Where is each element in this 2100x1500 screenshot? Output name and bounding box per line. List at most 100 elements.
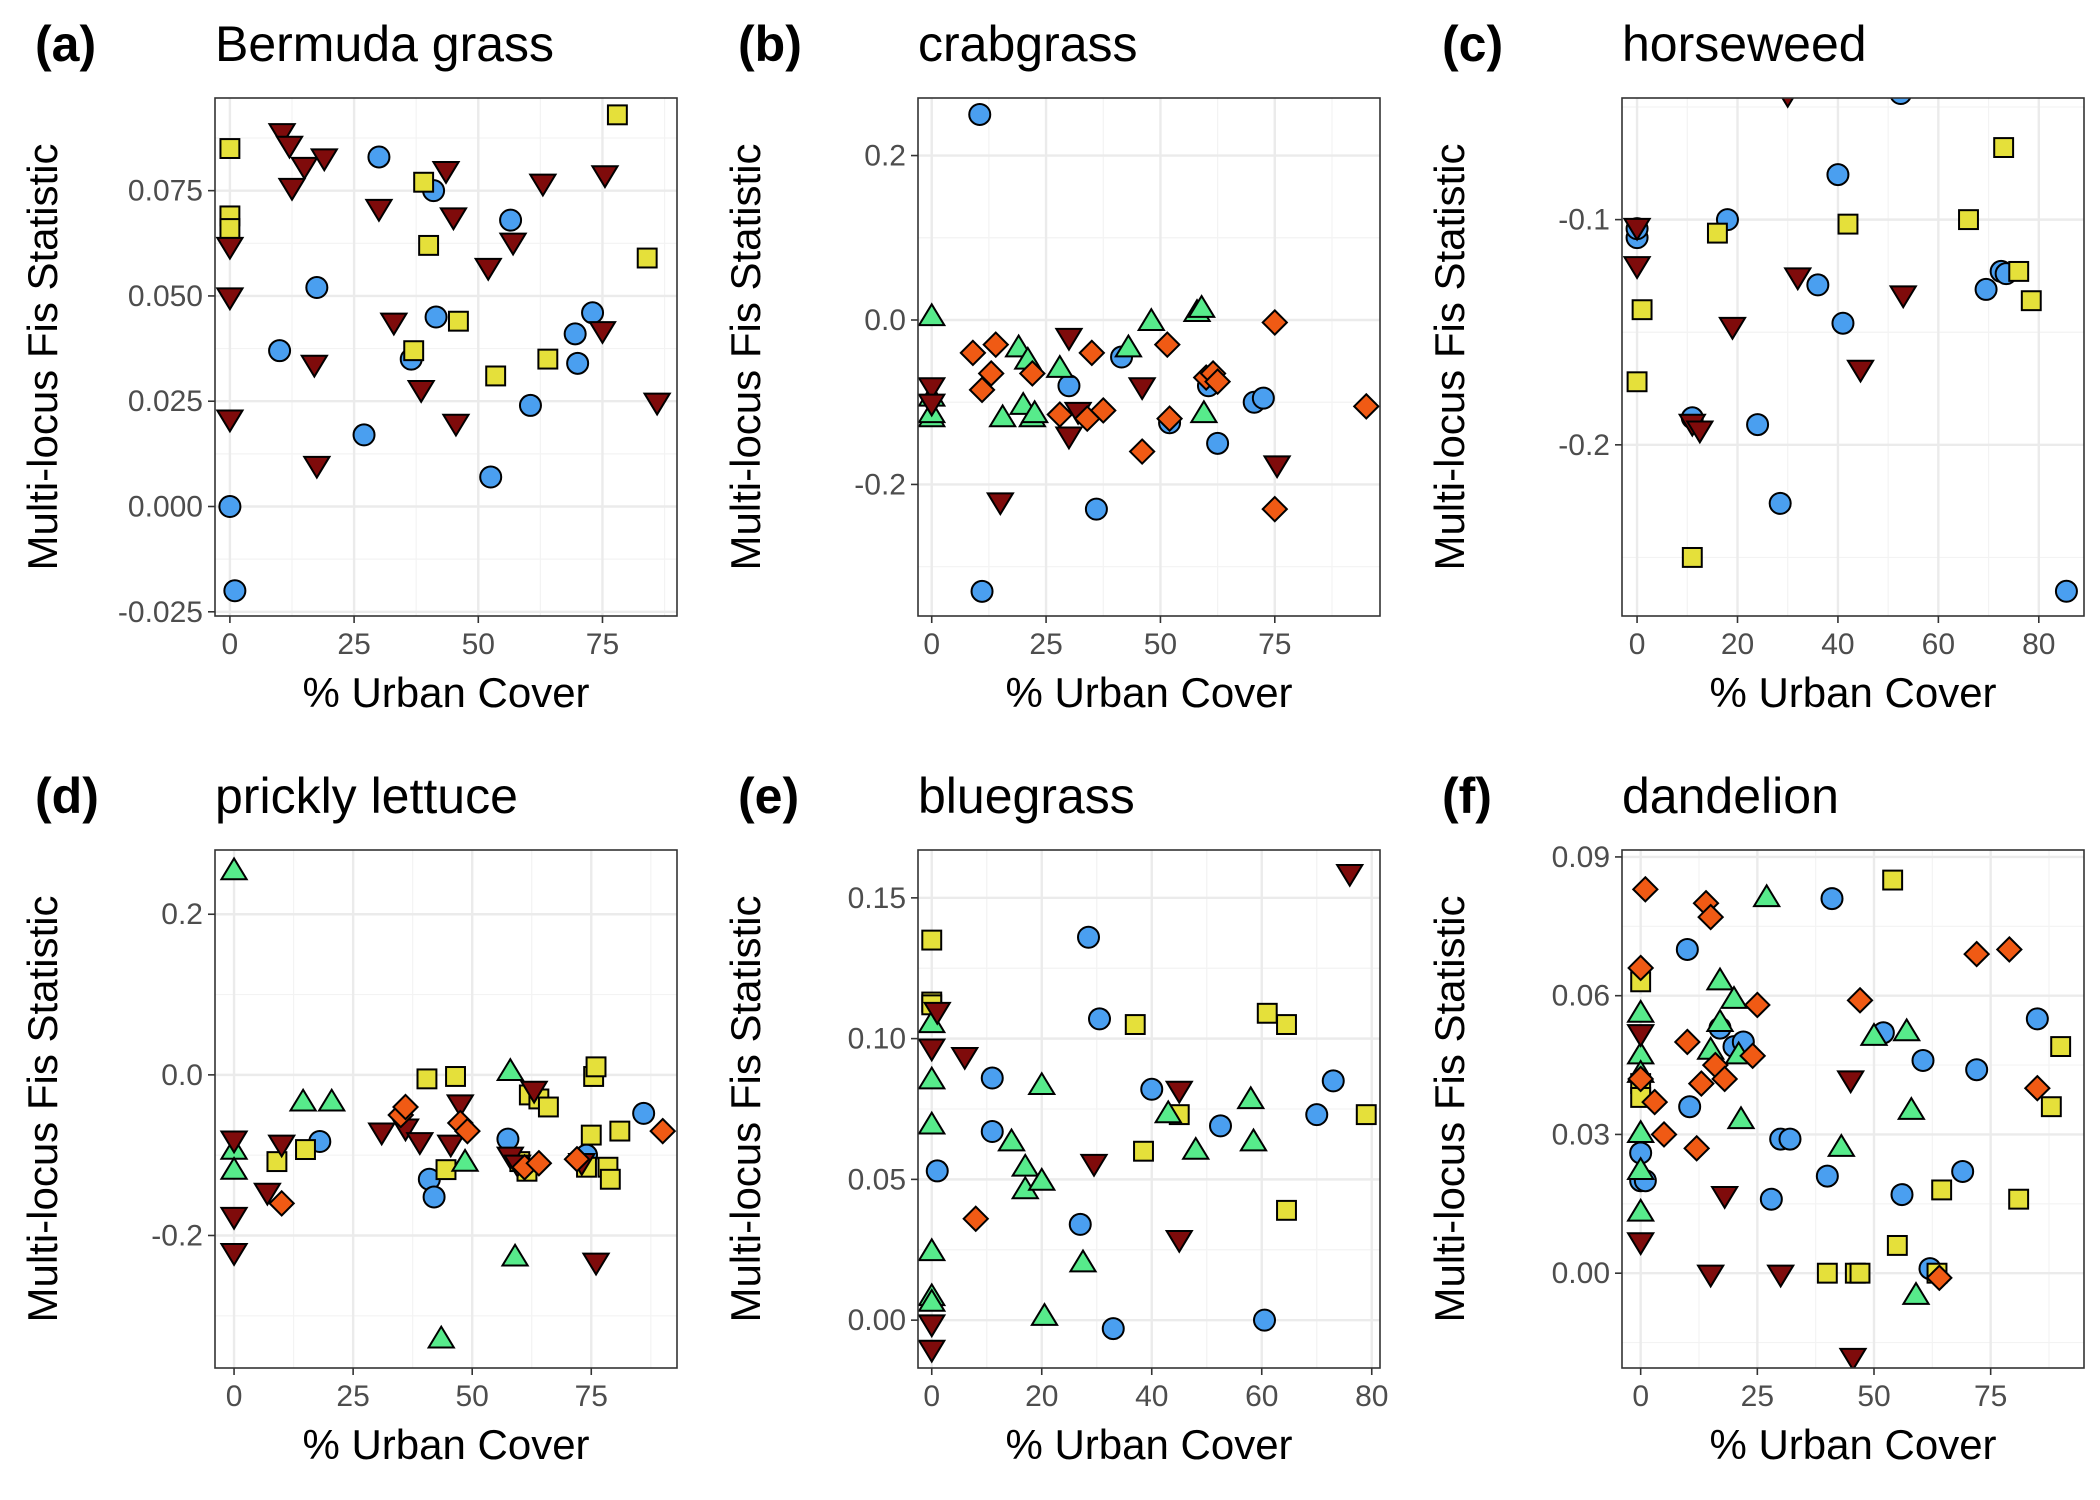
data-point-up-triangle [988, 403, 1017, 428]
data-point-square [1837, 213, 1859, 235]
plot-background [215, 850, 677, 1368]
plot-area [918, 850, 1380, 1368]
data-point-up-triangle [219, 856, 249, 881]
data-point-up-triangle [1136, 307, 1166, 332]
data-point-square [2040, 1096, 2062, 1118]
data-point-circle [1140, 1077, 1164, 1101]
data-point-diamond [1156, 405, 1184, 433]
data-point-diamond [1711, 1065, 1739, 1093]
data-point-up-triangle [918, 302, 947, 327]
data-point-up-triangle [1896, 1096, 1926, 1120]
panel-title: Bermuda grass [215, 16, 554, 72]
y-tick-label: -0.2 [1558, 429, 1610, 462]
data-point-circle [563, 322, 587, 346]
data-point-diamond [1627, 954, 1655, 982]
plot-area [215, 850, 677, 1368]
data-point-up-triangle [317, 1087, 347, 1112]
data-point-diamond [525, 1149, 553, 1177]
x-tick-label: 0 [923, 628, 940, 661]
data-point-circle [1084, 497, 1108, 521]
data-point-up-triangle [1626, 1119, 1656, 1143]
data-point-square [609, 1120, 631, 1142]
data-point-square [2008, 1188, 2030, 1210]
data-point-down-triangle [367, 1122, 397, 1147]
data-point-down-triangle [1054, 327, 1084, 352]
data-point-diamond [1650, 1120, 1678, 1148]
x-tick-label: 75 [1258, 628, 1291, 661]
data-point-down-triangle [918, 1314, 947, 1339]
data-point-up-triangle [1626, 999, 1656, 1023]
data-point-down-triangle [985, 492, 1015, 517]
data-point-down-triangle [950, 1046, 980, 1071]
y-tick-label: 0.15 [848, 882, 906, 915]
data-point-circle [1965, 1058, 1989, 1082]
data-point-up-triangle [1705, 1008, 1735, 1032]
data-point-diamond [1078, 339, 1106, 367]
data-point-square [447, 310, 469, 332]
data-point-down-triangle [473, 257, 503, 282]
data-point-circle [1209, 1114, 1232, 1138]
data-point-down-triangle [1696, 1264, 1726, 1289]
data-point-down-triangle [405, 1132, 435, 1156]
data-point-circle [1101, 1317, 1125, 1341]
data-point-diamond [977, 359, 1005, 387]
panel-letter: (b) [738, 16, 802, 72]
data-point-circle [1068, 1212, 1092, 1236]
data-point-circle [479, 465, 503, 489]
plot-background [918, 98, 1380, 616]
data-point-diamond [1089, 396, 1117, 424]
data-point-circle [1678, 1095, 1702, 1119]
data-point-square [606, 104, 628, 126]
data-point-down-triangle [445, 1094, 475, 1119]
panel-b: 0 25 50 75 -0.2 0.0 0.2 % Urban Cover Multi-locu… [722, 16, 1381, 716]
panel-c: 0 20 40 60 80 -0.2 -0.1 % Urban Cover Multi-locu… [1426, 16, 2085, 716]
y-axis-title: Multi-locus Fis Statistic [1426, 895, 1473, 1322]
data-point-diamond [982, 331, 1010, 359]
data-point-square [1133, 1140, 1154, 1162]
data-point-circle [925, 1159, 949, 1183]
data-point-circle [1831, 311, 1855, 335]
data-point-up-triangle [1020, 399, 1050, 424]
x-tick-label: 20 [1025, 1380, 1058, 1413]
data-point-circle [1321, 1069, 1345, 1093]
data-point-up-triangle [1626, 1156, 1656, 1180]
plot-border [1621, 97, 2085, 617]
y-tick-label: 0.00 [1552, 1257, 1610, 1290]
data-point-down-triangle [219, 1130, 249, 1155]
x-tick-label: 60 [1922, 628, 1955, 661]
data-point-diamond [1261, 495, 1289, 523]
x-axis-title: % Urban Cover [302, 669, 589, 716]
data-point-diamond [962, 1205, 990, 1233]
data-point-down-triangle [275, 135, 304, 160]
data-point-circle [632, 1101, 656, 1125]
data-point-circle [968, 102, 992, 126]
y-tick-label: 0.0 [161, 1059, 203, 1092]
data-point-up-triangle [918, 1065, 947, 1090]
data-point-up-triangle [1826, 1133, 1856, 1157]
data-point-down-triangle [309, 148, 339, 173]
data-point-square [1706, 222, 1728, 244]
data-point-circle [1826, 163, 1850, 187]
panel-a: 0 25 50 75 -0.025 0.000 0.025 0.050 0.075 % Urban… [19, 16, 678, 716]
panel-d: 0 25 50 75 -0.2 0.0 0.2 % Urban Cover Multi-locu… [19, 768, 678, 1468]
data-point-diamond [1627, 1065, 1655, 1093]
data-point-circle [367, 145, 391, 169]
data-point-square [416, 1068, 438, 1090]
data-point-circle [1815, 1164, 1839, 1188]
data-point-circle [1778, 1127, 1802, 1151]
data-point-down-triangle [299, 354, 329, 379]
data-point-circle [424, 305, 448, 329]
data-point-diamond [453, 1117, 481, 1145]
data-point-down-triangle [1685, 420, 1715, 445]
data-point-up-triangle [1719, 985, 1749, 1009]
data-point-square [636, 247, 658, 269]
data-point-square [921, 929, 943, 951]
data-point-circle [1806, 273, 1830, 297]
data-point-up-triangle [1114, 333, 1143, 358]
data-point-circle [268, 339, 292, 363]
x-tick-label: 60 [1245, 1380, 1278, 1413]
data-point-circle [980, 1066, 1004, 1090]
data-point-up-triangle [288, 1087, 318, 1112]
data-point-square [1993, 137, 2015, 158]
data-point-down-triangle [441, 413, 471, 438]
